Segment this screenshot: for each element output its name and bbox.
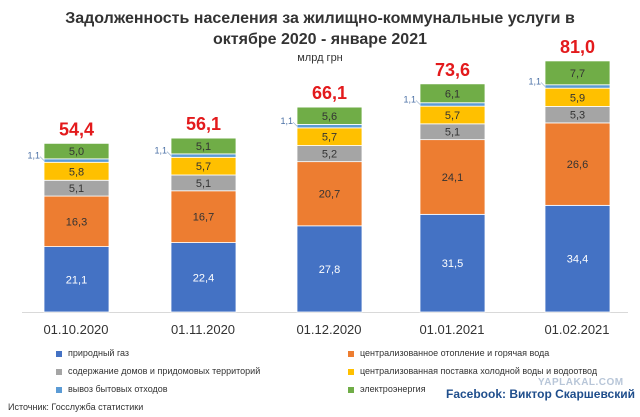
legend-item: централизованная поставка холодной воды … — [348, 366, 597, 376]
data-label: 16,7 — [193, 212, 214, 224]
data-label: 21,1 — [66, 274, 87, 286]
data-label: 5,7 — [322, 132, 337, 144]
data-label: 27,8 — [319, 264, 340, 276]
chart-title-line1: Задолженность населения за жилищно-комму… — [65, 10, 575, 27]
data-label: 22,4 — [193, 272, 214, 284]
data-label: 5,7 — [196, 161, 211, 173]
bar-segment — [544, 84, 611, 89]
legend-swatch — [348, 368, 354, 375]
data-label: 5,9 — [570, 92, 585, 104]
legend-label: централизованное отопление и горячая вод… — [360, 348, 550, 358]
data-label: 24,1 — [442, 172, 463, 184]
legend-swatch — [56, 386, 62, 393]
bar-segment — [170, 242, 237, 313]
legend-label: централизованная поставка холодной воды … — [360, 366, 598, 376]
data-label: 5,2 — [322, 149, 337, 161]
bar-segment — [544, 204, 611, 313]
data-label: 5,7 — [445, 110, 460, 122]
source-label: Источник: Госслужба статистики — [8, 402, 144, 412]
waste-data-label: 1,1 — [280, 116, 293, 126]
bar-segment — [544, 60, 611, 86]
data-label: 5,1 — [196, 178, 211, 190]
bar-segment — [296, 106, 363, 125]
legend-item: электроэнергия — [348, 384, 426, 394]
total-label: 54,4 — [59, 119, 94, 139]
total-label: 81,0 — [560, 37, 595, 57]
bar-segment — [170, 190, 237, 243]
bar-segment — [43, 158, 110, 163]
chart-title-line2: октябре 2020 - январе 2021 — [213, 31, 427, 48]
legend-item: централизованное отопление и горячая вод… — [348, 348, 549, 358]
total-label: 73,6 — [435, 60, 470, 80]
data-label: 5,1 — [69, 183, 84, 195]
legend-item: содержание домов и придомовых территорий — [56, 366, 260, 376]
waste-data-label: 1,1 — [528, 76, 541, 86]
legend-swatch — [56, 350, 62, 357]
data-label: 5,1 — [196, 141, 211, 153]
bar-segment — [43, 195, 110, 247]
legend-label: содержание домов и придомовых территорий — [68, 366, 261, 376]
waste-data-label: 1,1 — [27, 151, 40, 161]
waste-leader-line — [39, 156, 45, 161]
data-label: 7,7 — [570, 68, 585, 80]
data-label: 6,1 — [445, 88, 460, 100]
bar-segment — [43, 142, 110, 160]
category-label: 01.10.2020 — [43, 322, 108, 337]
bar-segment — [296, 161, 363, 227]
bar-segment — [544, 122, 611, 206]
data-label: 34,4 — [567, 254, 588, 266]
author-credit: Facebook: Виктор Скаршевский — [446, 387, 635, 401]
bar-segment — [170, 153, 237, 158]
legend-swatch — [56, 368, 62, 375]
data-label: 20,7 — [319, 189, 340, 201]
data-label: 31,5 — [442, 258, 463, 270]
waste-data-label: 1,1 — [154, 146, 167, 156]
legend-item: вывоз бытовых отходов — [56, 384, 168, 394]
total-label: 66,1 — [312, 83, 347, 103]
bar-segment — [43, 246, 110, 313]
legend-item: природный газ — [56, 348, 129, 358]
category-label: 01.11.2020 — [171, 322, 235, 337]
data-label: 5,0 — [69, 146, 84, 158]
watermark: YAPLAKAL.COM — [538, 377, 624, 388]
legend-label: природный газ — [68, 348, 130, 358]
category-label: 01.02.2021 — [544, 322, 609, 337]
legend-swatch — [348, 386, 354, 393]
waste-leader-line — [292, 121, 298, 127]
credit-prefix: Facebook: — [446, 387, 507, 401]
waste-leader-line — [540, 82, 546, 87]
waste-leader-line — [415, 100, 421, 105]
data-label: 5,1 — [445, 127, 460, 139]
category-label: 01.12.2020 — [296, 322, 361, 337]
credit-name: Виктор Скаршевский — [509, 387, 635, 401]
bar-segment — [419, 139, 486, 215]
data-label: 5,8 — [69, 166, 84, 178]
legend-swatch — [348, 350, 354, 357]
bar-segment — [296, 124, 363, 129]
legend-label: электроэнергия — [360, 384, 426, 394]
bar-segment — [419, 83, 486, 104]
category-label: 01.01.2021 — [419, 322, 484, 337]
bar-segment — [419, 213, 486, 313]
waste-data-label: 1,1 — [403, 94, 416, 104]
data-label: 16,3 — [66, 216, 87, 228]
waste-leader-line — [166, 151, 172, 156]
total-label: 56,1 — [186, 114, 221, 134]
data-label: 26,6 — [567, 159, 588, 171]
bar-segment — [419, 102, 486, 107]
unit-label: млрд грн — [297, 52, 343, 64]
data-label: 5,6 — [322, 111, 337, 123]
legend-label: вывоз бытовых отходов — [68, 384, 168, 394]
data-label: 5,3 — [570, 110, 585, 122]
bar-segment — [170, 137, 237, 155]
